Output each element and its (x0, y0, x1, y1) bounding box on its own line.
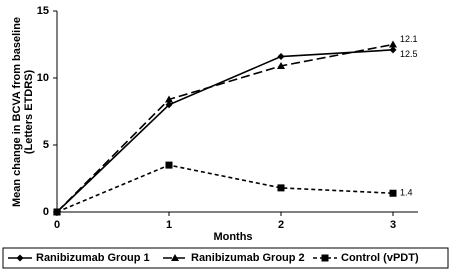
legend-label: Ranibizumab Group 2 (191, 252, 305, 264)
data-point (277, 53, 285, 61)
data-point (165, 95, 173, 103)
x-axis-title: Months (213, 231, 252, 243)
data-point (165, 101, 173, 109)
x-tick-label: 2 (278, 219, 284, 231)
series-line (56, 49, 394, 213)
x-tick-label: 0 (54, 219, 60, 231)
legend-box (2, 247, 449, 269)
y-axis-title: Mean change in BCVA from baseline (Lette… (11, 17, 35, 207)
data-point (389, 46, 397, 54)
data-point (53, 208, 61, 216)
y-tick-label: 0 (43, 206, 49, 218)
data-label: 12.1 (400, 34, 418, 44)
data-label: 1.4 (400, 188, 413, 198)
series-line (56, 43, 394, 213)
data-point (165, 161, 173, 169)
legend-marker (171, 254, 179, 261)
y-axis-title-line: (Letters ETDRS) (23, 69, 35, 154)
data-point (277, 184, 285, 192)
series-line (56, 164, 394, 213)
legend-label: Control (vPDT) (341, 252, 419, 264)
legend-marker (321, 254, 329, 262)
y-tick-label: 10 (37, 72, 49, 84)
y-tick-label: 15 (37, 5, 49, 17)
legend-marker (16, 254, 24, 262)
x-tick-label: 3 (390, 219, 396, 231)
y-tick-label: 5 (43, 139, 49, 151)
data-point (389, 40, 397, 48)
data-label: 12.5 (400, 49, 418, 59)
data-point (389, 189, 397, 197)
legend-label: Ranibizumab Group 1 (36, 252, 150, 264)
x-tick-label: 1 (166, 219, 172, 231)
y-axis-title-line: Mean change in BCVA from baseline (11, 17, 23, 207)
data-point (277, 61, 285, 69)
